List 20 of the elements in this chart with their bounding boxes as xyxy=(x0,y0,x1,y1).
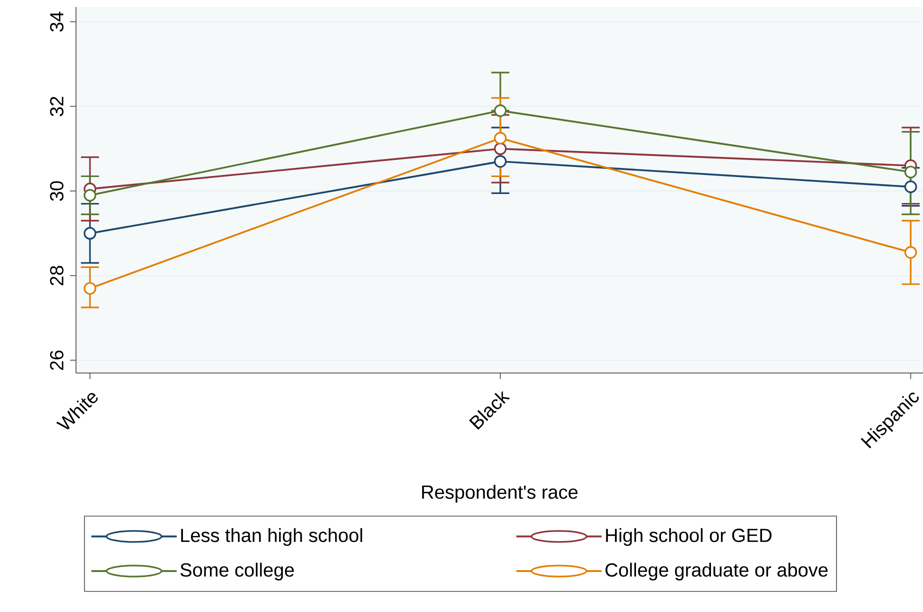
point xyxy=(494,104,507,117)
point xyxy=(494,132,507,144)
point xyxy=(84,227,96,240)
point xyxy=(494,155,507,168)
legend-label: Less than high school xyxy=(181,528,362,546)
x-axis-title: Respondent's race xyxy=(422,484,578,503)
y-tick-label: 32 xyxy=(50,96,64,116)
y-tick-label: 34 xyxy=(50,12,64,32)
legend-label: Some college xyxy=(180,562,294,580)
y-tick-label: 30 xyxy=(50,181,64,201)
point xyxy=(904,166,917,178)
point xyxy=(904,246,917,259)
y-tick-label: 26 xyxy=(50,350,64,370)
point xyxy=(84,282,96,295)
point xyxy=(84,188,96,202)
point xyxy=(904,180,917,194)
legend-label: College graduate or above xyxy=(606,562,828,580)
y-tick-label: 28 xyxy=(50,266,64,286)
point xyxy=(494,142,507,156)
legend-label: High school or GED xyxy=(606,528,772,546)
